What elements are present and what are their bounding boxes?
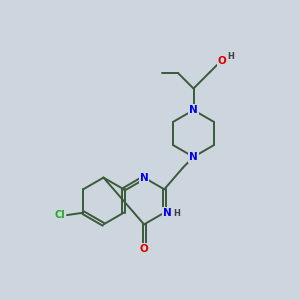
Text: Cl: Cl <box>55 210 65 220</box>
Text: N: N <box>163 208 172 218</box>
Text: N: N <box>189 105 198 115</box>
Text: H: H <box>173 209 180 218</box>
Text: O: O <box>218 56 227 66</box>
Text: N: N <box>189 152 198 162</box>
Text: H: H <box>228 52 234 61</box>
Text: O: O <box>140 244 148 254</box>
Text: N: N <box>140 172 148 183</box>
